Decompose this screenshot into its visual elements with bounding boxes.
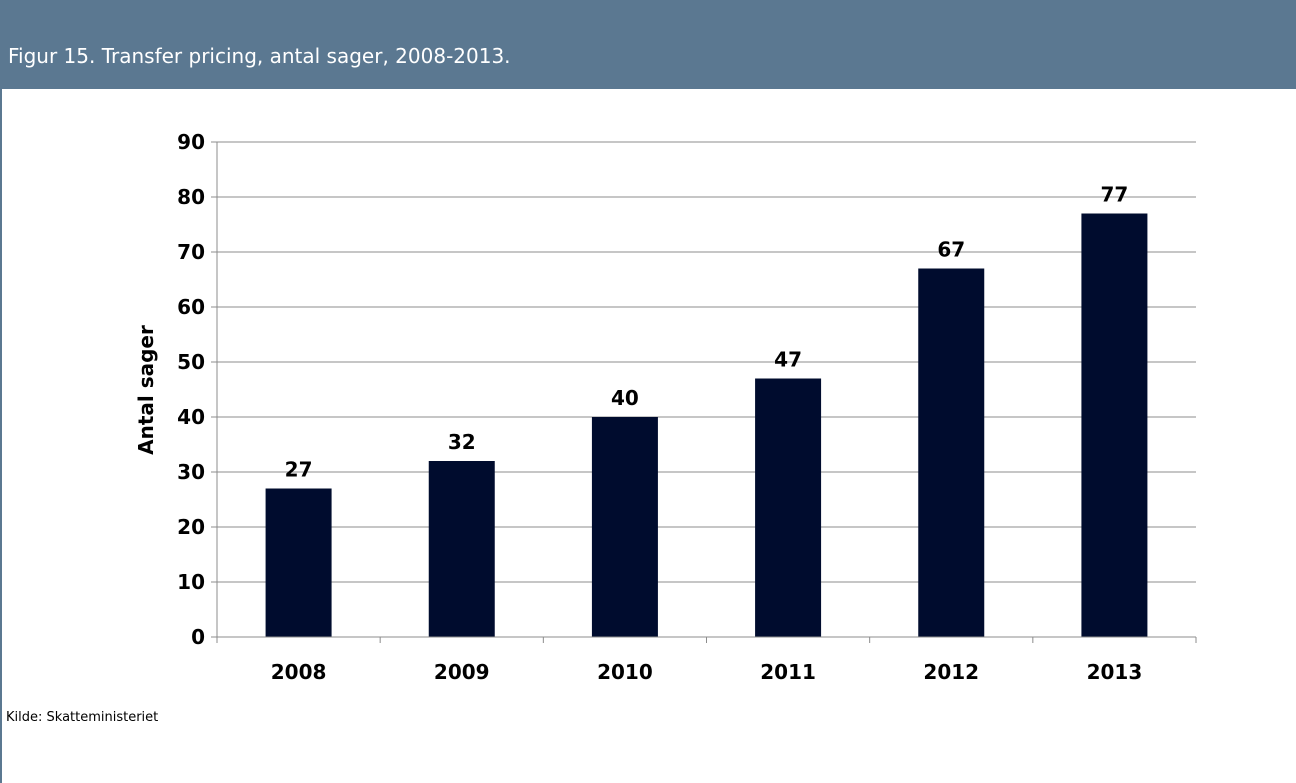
y-tick-label: 0 bbox=[191, 625, 205, 649]
bar-2008 bbox=[265, 488, 332, 637]
figure-header: Figur 15. Transfer pricing, antal sager,… bbox=[0, 0, 1296, 89]
y-tick-label: 20 bbox=[177, 515, 205, 539]
x-tick-label: 2011 bbox=[760, 660, 816, 684]
y-tick-label: 70 bbox=[177, 240, 205, 264]
data-label: 47 bbox=[774, 348, 802, 372]
y-tick-label: 30 bbox=[177, 460, 205, 484]
data-label: 67 bbox=[937, 238, 965, 262]
bar-2012 bbox=[918, 268, 985, 637]
labels: 0 10 20 30 40 50 60 70 80 90 27 2008 32 2009 40 2010 47 2… bbox=[177, 130, 1142, 684]
bars bbox=[265, 213, 1148, 637]
bar-2010 bbox=[591, 417, 658, 637]
data-label: 40 bbox=[611, 386, 639, 410]
gridlines bbox=[217, 141, 1196, 583]
x-tick-label: 2010 bbox=[597, 660, 653, 684]
x-tick-label: 2013 bbox=[1087, 660, 1143, 684]
y-tick-label: 40 bbox=[177, 405, 205, 429]
y-tick-label: 10 bbox=[177, 570, 205, 594]
x-tick-label: 2009 bbox=[434, 660, 490, 684]
y-axis-title: Antal sager bbox=[134, 325, 158, 455]
data-label: 77 bbox=[1100, 183, 1128, 207]
axes bbox=[211, 141, 1197, 643]
x-tick-label: 2008 bbox=[271, 660, 327, 684]
bar-2009 bbox=[428, 461, 495, 637]
figure-title: Figur 15. Transfer pricing, antal sager,… bbox=[8, 44, 511, 68]
source-note: Kilde: Skatteministeriet bbox=[6, 710, 159, 725]
y-tick-label: 50 bbox=[177, 350, 205, 374]
data-label: 27 bbox=[285, 458, 313, 482]
x-tick-label: 2012 bbox=[923, 660, 979, 684]
y-tick-label: 80 bbox=[177, 185, 205, 209]
y-tick-label: 90 bbox=[177, 130, 205, 154]
y-tick-label: 60 bbox=[177, 295, 205, 319]
bar-2011 bbox=[755, 378, 822, 637]
data-label: 32 bbox=[448, 430, 476, 454]
bar-2013 bbox=[1081, 213, 1148, 637]
